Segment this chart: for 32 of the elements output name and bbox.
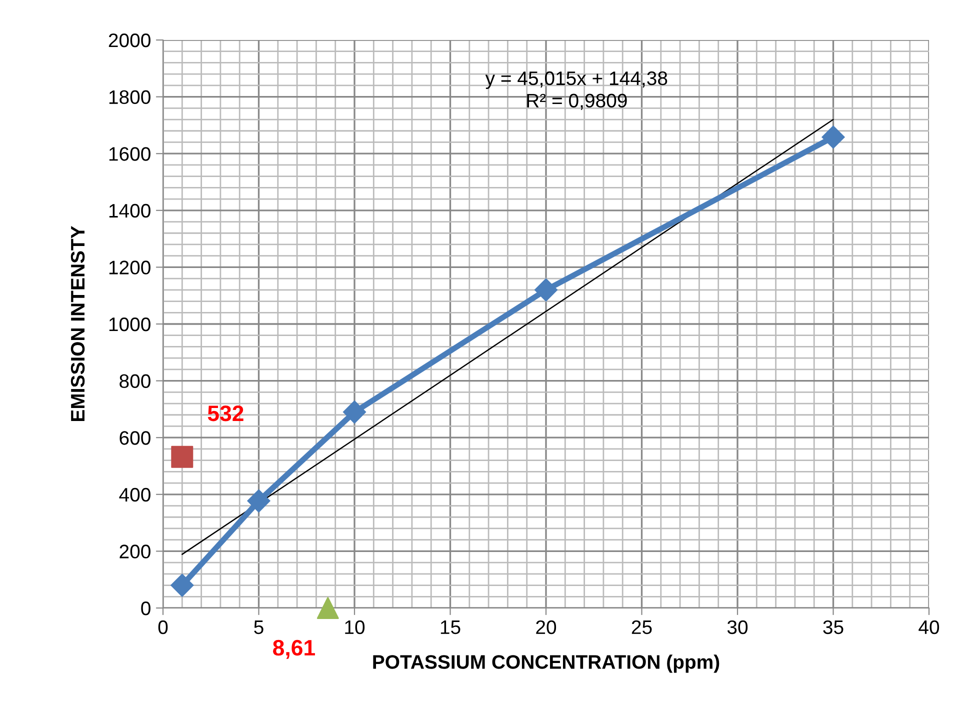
y-tick-label: 200 — [120, 544, 150, 558]
y-tick-label: 2000 — [108, 33, 150, 48]
y-tick-label: 1000 — [109, 317, 150, 332]
point — [822, 126, 845, 149]
y-tick-label: 1600 — [109, 147, 150, 161]
point — [247, 489, 270, 512]
x-tick-label: 30 — [727, 620, 748, 634]
x-tick-label: 10 — [345, 620, 365, 634]
y-tick-label: 0 — [141, 601, 150, 616]
y-tick-label: 600 — [120, 431, 150, 445]
y-tick-label: 1200 — [109, 260, 150, 274]
point — [170, 574, 194, 597]
y-tick-label: 400 — [119, 488, 150, 502]
x-tick-label: 5 — [254, 620, 264, 634]
y-axis-title: EMISSION INTENSTY — [70, 226, 85, 422]
x-tick-label: 40 — [918, 620, 940, 634]
x-tick-label: 25 — [632, 620, 652, 634]
x-tick-label: 15 — [440, 620, 460, 634]
x-tick-label: 35 — [823, 620, 844, 634]
x-tick-label: 20 — [536, 620, 556, 634]
point — [534, 278, 558, 302]
annotation: y = 45,015x + 144,38 R² = 0,9809 — [485, 71, 668, 110]
point — [171, 446, 194, 468]
y-tick-label: 1400 — [109, 204, 150, 218]
point — [343, 400, 366, 424]
x-axis-title: POTASSIUM CONCENTRATION (ppm) — [373, 654, 720, 673]
annotation: 8,61 — [273, 640, 315, 659]
x-tick-label: 0 — [158, 620, 168, 634]
point — [316, 597, 339, 619]
y-tick-label: 1800 — [109, 90, 150, 104]
annotation: 532 — [208, 405, 244, 422]
y-tick-label: 800 — [120, 374, 150, 388]
